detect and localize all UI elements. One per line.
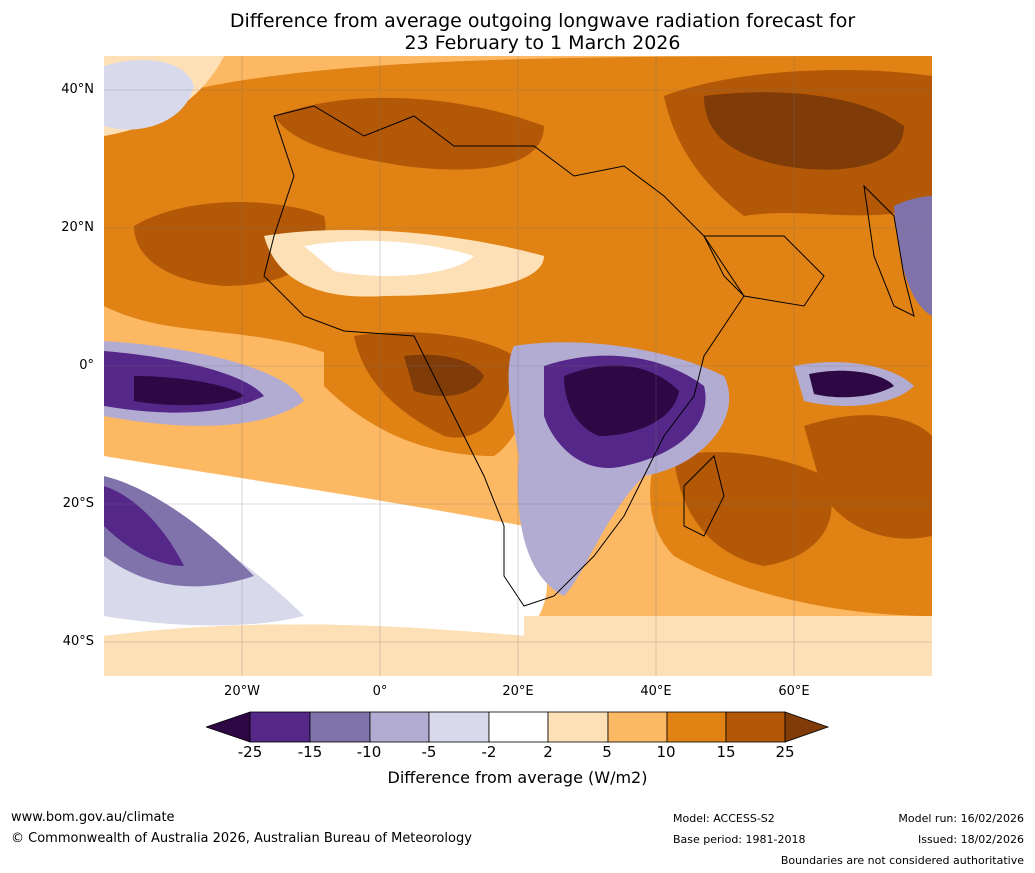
colorbar — [206, 711, 830, 743]
colorbar-segment — [206, 711, 251, 743]
colorbar-tick: -15 — [297, 743, 323, 761]
colorbar-segment — [666, 711, 727, 743]
colorbar-tick: -10 — [356, 743, 382, 761]
colorbar-segment — [547, 711, 609, 743]
colorbar-segment — [784, 711, 830, 743]
anomaly-region-light-southwest — [104, 624, 524, 676]
anomaly-region-strong-atlantic — [134, 202, 326, 286]
map-svg — [104, 56, 932, 676]
lat-label-20n: 20°N — [61, 220, 94, 235]
footer-issued: Issued: 18/02/2026 — [917, 833, 1024, 846]
lon-label-0: 0° — [372, 684, 388, 699]
anomaly-region-light-southern-ocean — [524, 616, 932, 676]
colorbar-label: Difference from average (W/m2) — [387, 768, 648, 787]
footer-base-period: Base period: 1981-2018 — [673, 833, 806, 846]
title-line-1: Difference from average outgoing longwav… — [229, 10, 856, 32]
anomaly-region-extreme-east-africa — [564, 365, 679, 436]
footer-disclaimer: Boundaries are not considered authoritat… — [780, 854, 1024, 867]
colorbar-segment — [249, 711, 311, 743]
anomaly-region-extreme-indian-ocean — [809, 370, 894, 398]
colorbar-tick: 25 — [775, 743, 795, 761]
arabia-coastline — [703, 235, 825, 307]
anomaly-region-extreme-congo — [404, 354, 484, 396]
colorbar-segment — [725, 711, 786, 743]
anomaly-region-strong-madagascar — [674, 452, 832, 566]
footer-url[interactable]: www.bom.gov.au/climate — [11, 810, 175, 825]
lat-label-0: 0° — [79, 358, 94, 373]
gridlines — [104, 56, 932, 676]
colorbar-tick: -2 — [481, 743, 497, 761]
anomaly-region-extreme-equatorial-atlantic — [134, 376, 244, 406]
india-coastline — [863, 184, 915, 317]
lat-label-40s: 40°S — [62, 634, 94, 649]
anomaly-region-negative-northwest — [104, 60, 194, 130]
title-line-2: 23 February to 1 March 2026 — [404, 32, 681, 54]
colorbar-tick: 10 — [656, 743, 676, 761]
colorbar-segment — [488, 711, 549, 743]
lon-label-20e: 20°E — [502, 684, 534, 699]
anomaly-region-negative-south-atlantic-core — [104, 486, 184, 566]
footer-model-run: Model run: 16/02/2026 — [898, 812, 1024, 825]
anomaly-region-negative-india — [894, 196, 932, 316]
anomaly-region-strong-north-africa — [274, 97, 544, 170]
colorbar-tick: -5 — [421, 743, 437, 761]
footer-copyright: © Commonwealth of Australia 2026, Austra… — [11, 831, 472, 846]
olr-anomaly-map — [104, 56, 932, 676]
colorbar-tick: 2 — [543, 743, 553, 761]
lon-label-20w: 20°W — [224, 684, 260, 699]
anomaly-region-negative-south-atlantic — [104, 476, 254, 587]
anomaly-region-extreme-iran — [704, 92, 904, 170]
anomaly-region-strong-east-indian — [804, 415, 932, 539]
madagascar-coastline — [683, 455, 725, 537]
colorbar-tick: 15 — [716, 743, 736, 761]
colorbar-tick: -25 — [237, 743, 263, 761]
colorbar-segment — [309, 711, 371, 743]
chart-title: Difference from average outgoing longwav… — [0, 10, 1035, 54]
footer-model: Model: ACCESS-S2 — [673, 812, 775, 825]
africa-coastline — [263, 105, 745, 607]
colorbar-segment — [607, 711, 668, 743]
colorbar-segment — [428, 711, 490, 743]
colorbar-segment — [369, 711, 430, 743]
lon-label-40e: 40°E — [640, 684, 672, 699]
lat-label-20s: 20°S — [62, 496, 94, 511]
lat-label-40n: 40°N — [61, 82, 94, 97]
lon-label-60e: 60°E — [778, 684, 810, 699]
anomaly-region-neutral-sahel — [304, 240, 474, 276]
colorbar-tick: 5 — [602, 743, 612, 761]
